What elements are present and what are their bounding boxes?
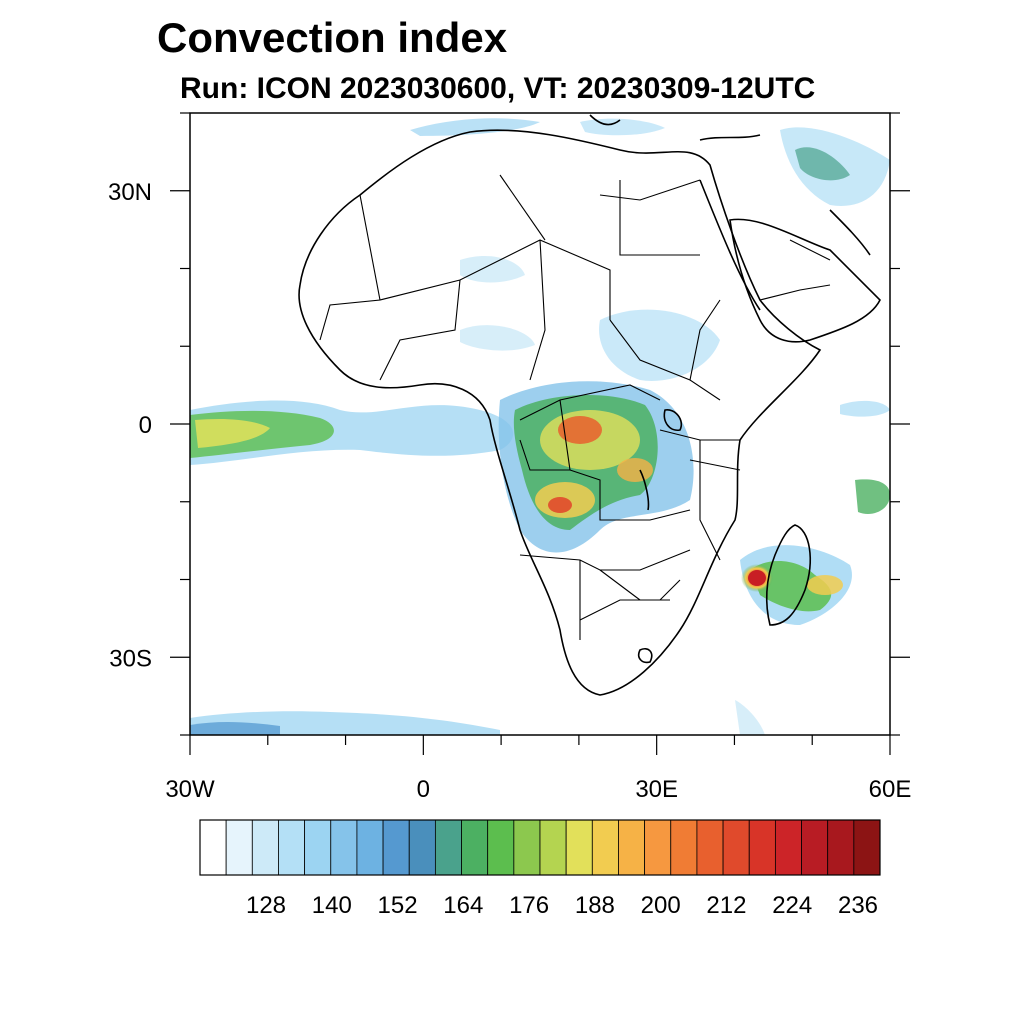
colorbar-swatch: [356, 819, 384, 876]
colorbar-swatch: [539, 819, 567, 876]
axis-tick-labels: 30W 0 30E 60E 30N 0 30S: [108, 179, 911, 803]
colorbar-label: 188: [575, 892, 615, 919]
lat-tick-label: 30N: [108, 179, 152, 206]
lon-tick-label: 60E: [869, 776, 912, 803]
lon-tick-label: 0: [417, 776, 430, 803]
colorbar-swatch: [434, 819, 462, 876]
colorbar-swatch: [251, 819, 279, 876]
lat-tick-label: 30S: [109, 645, 152, 672]
lon-tick-label: 30E: [635, 776, 678, 803]
colorbar-swatch: [304, 819, 332, 876]
coastlines: [298, 114, 881, 696]
colorbar-swatch: [408, 819, 436, 876]
colorbar-label: 164: [443, 892, 483, 919]
colorbar-swatch: [278, 819, 306, 876]
colorbar-swatch: [696, 819, 724, 876]
colorbar-swatch: [827, 819, 855, 876]
colorbar-swatch: [461, 819, 489, 876]
chart-subtitle: Run: ICON 2023030600, VT: 20230309-12UTC: [180, 72, 816, 105]
colorbar-swatch: [225, 819, 253, 876]
colorbar-swatch: [565, 819, 593, 876]
colorbar: 128 140 152 164 176 188 200 212 224 236: [199, 819, 881, 919]
colorbar-label: 140: [312, 892, 352, 919]
colorbar-label: 128: [246, 892, 286, 919]
lat-tick-label: 0: [139, 412, 152, 439]
colorbar-swatch: [774, 819, 802, 876]
colorbar-swatch: [591, 819, 619, 876]
colorbar-label: 224: [772, 892, 812, 919]
colorbar-swatch: [670, 819, 698, 876]
colorbar-swatch: [618, 819, 646, 876]
colorbar-swatch: [199, 819, 227, 876]
colorbar-label: 236: [838, 892, 878, 919]
colorbar-swatch: [382, 819, 410, 876]
lon-tick-label: 30W: [165, 776, 215, 803]
axis-ticks: [170, 112, 910, 755]
colorbar-label: 176: [509, 892, 549, 919]
country-borders: [319, 174, 831, 640]
colorbar-label: 152: [378, 892, 418, 919]
colorbar-swatch: [748, 819, 776, 876]
colorbar-swatch: [853, 819, 881, 876]
colorbar-label: 200: [641, 892, 681, 919]
colorbar-swatch: [644, 819, 672, 876]
colorbar-label: 212: [706, 892, 746, 919]
convection-field: [190, 118, 890, 735]
colorbar-swatch: [513, 819, 541, 876]
colorbar-swatch: [801, 819, 829, 876]
colorbar-swatch: [330, 819, 358, 876]
chart-title: Convection index: [157, 14, 508, 61]
colorbar-swatch: [722, 819, 750, 876]
colorbar-swatch: [487, 819, 515, 876]
